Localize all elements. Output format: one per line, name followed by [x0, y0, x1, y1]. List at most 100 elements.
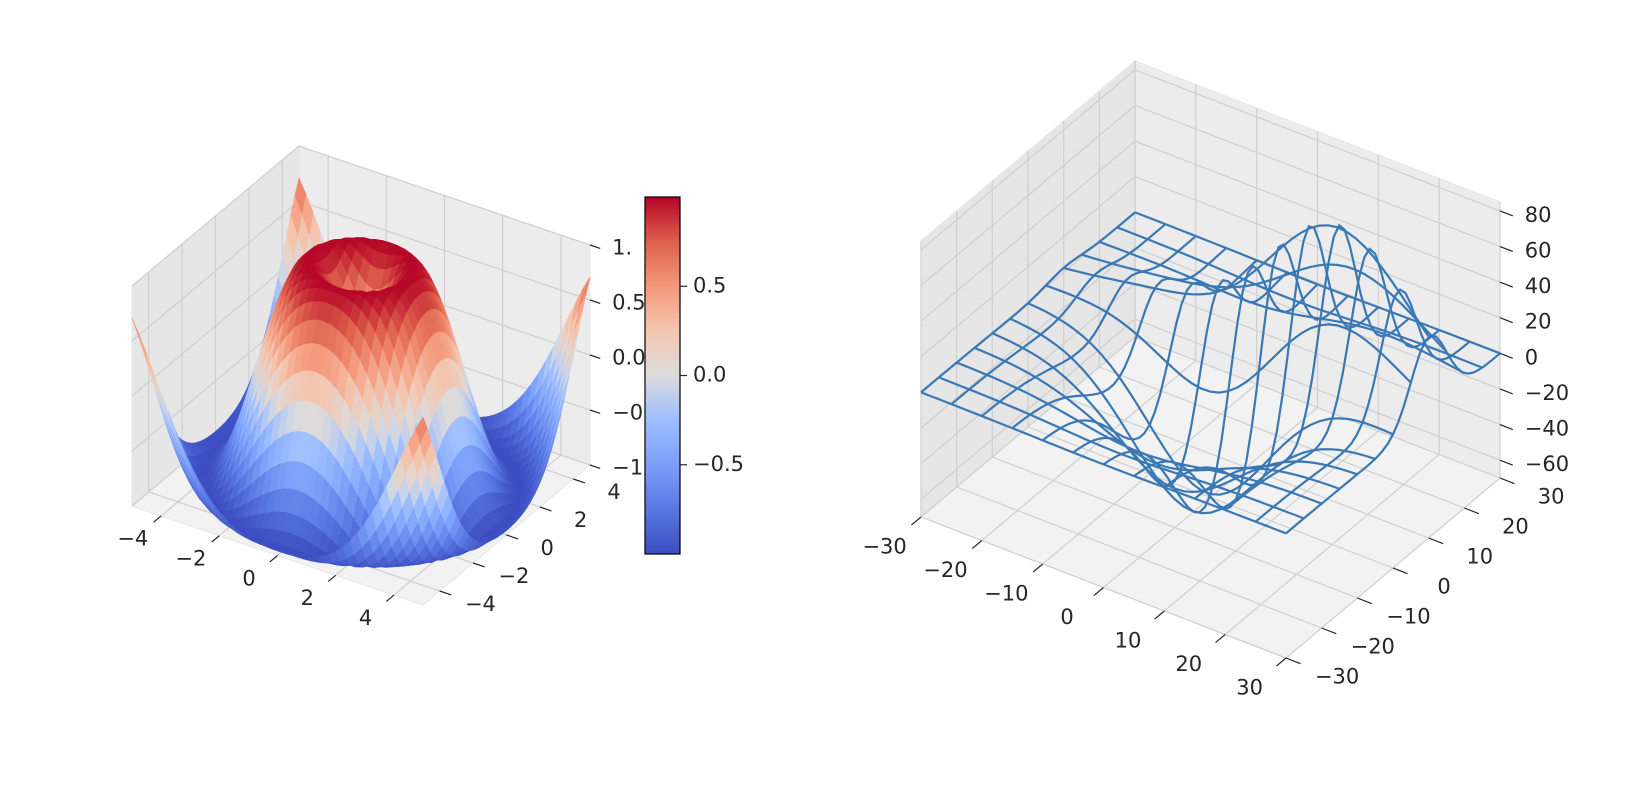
- x-tick-mark: [971, 540, 983, 550]
- z-tick-mark: [1499, 210, 1513, 217]
- wireframe-line: [981, 235, 1197, 417]
- y-tick-mark: [1392, 567, 1408, 575]
- wireframe-line: [1163, 225, 1380, 489]
- y-tick-label: −20: [1351, 635, 1395, 659]
- grid-line-y: [991, 181, 1358, 599]
- z-tick-mark: [589, 354, 601, 360]
- z-tick-mark: [589, 299, 601, 305]
- y-tick-mark: [1285, 657, 1301, 665]
- y-tick-label: 0: [1437, 575, 1450, 599]
- grid-line-z: [920, 140, 1501, 322]
- x-tick-mark: [1154, 610, 1165, 620]
- wireframe-line: [1285, 334, 1501, 535]
- y-tick-label: 30: [1538, 485, 1565, 509]
- y-tick-label: 20: [1502, 515, 1529, 539]
- grid-line-z: [920, 247, 1501, 429]
- z-tick-mark: [1499, 352, 1513, 359]
- z-tick-label: −20: [1525, 381, 1569, 405]
- x-tick-label: 0: [242, 566, 255, 590]
- wireframe-line: [1042, 259, 1258, 442]
- grid-line-z: [920, 104, 1501, 286]
- z-tick-mark: [1499, 424, 1513, 431]
- y-tick-label: 4: [607, 480, 620, 504]
- x-tick-label: 20: [1175, 652, 1202, 676]
- y-tick-mark: [439, 590, 452, 596]
- z-tick-mark: [589, 464, 601, 470]
- x-tick-label: −30: [862, 535, 906, 559]
- z-tick-label: 80: [1525, 203, 1552, 227]
- x-tick-mark: [1275, 657, 1287, 667]
- z-tick-label: 0.5: [612, 290, 645, 314]
- x-tick-mark: [211, 535, 220, 543]
- x-tick-mark: [269, 555, 278, 563]
- y-tick-mark: [472, 562, 485, 568]
- colorbar-ticks: −0.5 0.0 0.5: [680, 273, 744, 476]
- y-tick-mark: [539, 506, 552, 512]
- x-tick-mark: [1032, 563, 1044, 573]
- y-tick-label: −4: [465, 592, 496, 616]
- colorbar-gradient: [644, 196, 681, 555]
- wireframe-mesh: [920, 211, 1501, 535]
- x-tick-mark: [910, 516, 922, 526]
- x-tick-mark: [385, 594, 395, 602]
- y-tick-mark: [1464, 507, 1480, 515]
- colorbar-tick-label: 0.0: [693, 363, 726, 387]
- grid-line-z: [920, 69, 1501, 251]
- z-tick-mark: [1499, 459, 1513, 466]
- wireframe-line: [920, 211, 1136, 394]
- x-tick-label: −10: [984, 582, 1028, 606]
- wireframe-line: [1011, 247, 1228, 429]
- z-tick-label: −1.: [612, 455, 650, 479]
- z-tick-mark: [1499, 245, 1513, 253]
- y-tick-label: 2: [574, 508, 587, 532]
- wireframe-line: [1072, 271, 1288, 488]
- x-tick-label: 0: [1060, 605, 1073, 629]
- x-tick-label: 10: [1115, 629, 1142, 653]
- wireframe-line: [1133, 243, 1349, 510]
- y-tick-label: −10: [1386, 605, 1430, 629]
- colorbar-tick-label: 0.5: [693, 273, 726, 297]
- wireframe-line: [1194, 223, 1410, 500]
- x-tick-mark: [1215, 634, 1226, 644]
- surface-mesh: [131, 177, 591, 568]
- z-tick-label: 40: [1525, 274, 1552, 298]
- wireframe-line: [1224, 247, 1440, 511]
- surface-patch: [415, 416, 428, 444]
- x-tick-label: −20: [923, 558, 967, 582]
- y-tick-mark: [573, 478, 586, 484]
- wireframe-line: [1102, 264, 1319, 514]
- y-tick-label: 0: [541, 536, 554, 560]
- y-tick-mark: [1499, 477, 1515, 485]
- z-tick-mark: [1499, 281, 1513, 288]
- z-tick-label: −60: [1525, 452, 1569, 476]
- z-tick-mark: [1499, 317, 1513, 324]
- z-tick-label: 1.: [612, 235, 632, 259]
- y-tick-label: −2: [498, 564, 529, 588]
- y-tick-label: −30: [1315, 665, 1359, 689]
- wireframe-axis-ticks: −30 −20 −10 0 10 20 30 −30 −20 −10 0 10 20 30 −60 −40 −2…: [862, 203, 1569, 700]
- grid-line-z: [131, 145, 591, 287]
- x-tick-mark: [327, 574, 337, 583]
- grid-line-y: [1134, 61, 1501, 479]
- y-tick-mark: [1428, 537, 1444, 545]
- colorbar: −0.5 0.0 0.5: [644, 196, 744, 555]
- x-tick-label: 30: [1236, 676, 1263, 700]
- wireframe-plot-axes: −30 −20 −10 0 10 20 30 −30 −20 −10 0 10 20 30 −60 −40 −2…: [862, 59, 1569, 700]
- grid-line-z: [920, 176, 1501, 358]
- z-tick-mark: [589, 409, 601, 415]
- y-tick-mark: [1321, 627, 1337, 635]
- grid-line-z: [920, 318, 1501, 500]
- x-tick-label: −2: [175, 547, 206, 571]
- y-tick-mark: [506, 534, 519, 540]
- colorbar-tick-label: −0.5: [693, 452, 744, 476]
- z-tick-label: 60: [1525, 238, 1552, 262]
- z-tick-label: −0.: [612, 400, 650, 424]
- wireframe-line: [950, 223, 1167, 406]
- z-tick-label: −40: [1525, 417, 1569, 441]
- z-tick-mark: [1499, 388, 1513, 395]
- z-tick-label: 0.0: [612, 345, 645, 369]
- z-tick-label: 20: [1525, 310, 1552, 334]
